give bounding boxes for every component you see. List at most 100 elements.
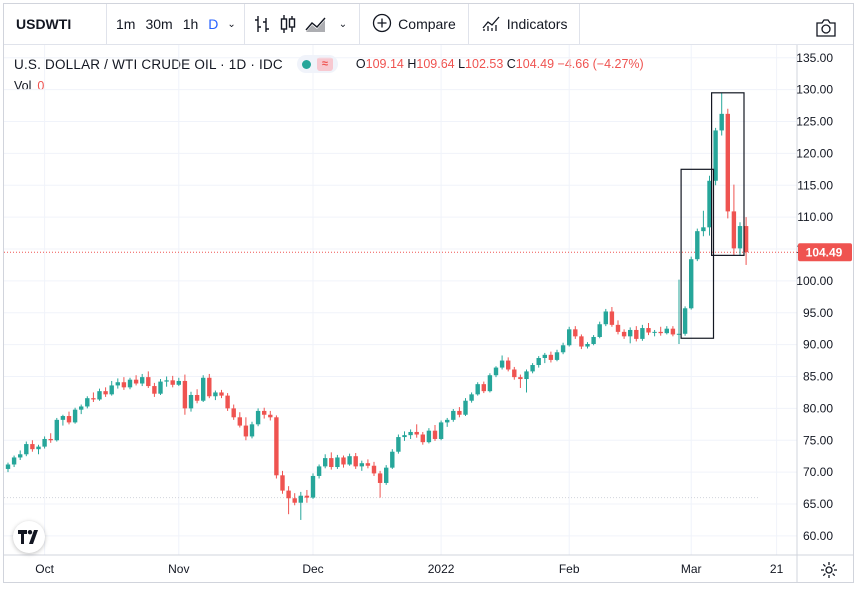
- candle-body[interactable]: [579, 336, 584, 347]
- candle-body[interactable]: [451, 410, 456, 420]
- candle-body[interactable]: [237, 417, 242, 426]
- candle-body[interactable]: [390, 451, 395, 468]
- candle-body[interactable]: [591, 336, 596, 344]
- candle-body[interactable]: [91, 398, 96, 400]
- candle-body[interactable]: [713, 130, 718, 181]
- candle-body[interactable]: [213, 392, 218, 397]
- candle-body[interactable]: [408, 431, 413, 436]
- candle-body[interactable]: [414, 431, 419, 435]
- candle-body[interactable]: [72, 409, 78, 423]
- candle-body[interactable]: [737, 226, 743, 249]
- candle-body[interactable]: [109, 385, 114, 395]
- candle-body[interactable]: [682, 308, 688, 334]
- candle-body[interactable]: [676, 333, 682, 335]
- candle-body[interactable]: [524, 371, 529, 380]
- candle-body[interactable]: [341, 457, 346, 465]
- candle-body[interactable]: [182, 380, 188, 409]
- candle-body[interactable]: [512, 369, 517, 378]
- camera-icon[interactable]: [809, 8, 843, 48]
- candle-body[interactable]: [701, 227, 706, 232]
- area-style-icon[interactable]: [305, 14, 327, 34]
- candle-body[interactable]: [493, 367, 499, 376]
- candle-body[interactable]: [329, 458, 334, 468]
- settings-gear-icon[interactable]: [820, 561, 838, 584]
- candle-body[interactable]: [140, 377, 145, 384]
- candle-body[interactable]: [30, 444, 35, 450]
- candle-body[interactable]: [36, 446, 41, 450]
- candle-body[interactable]: [274, 417, 279, 476]
- candle-body[interactable]: [567, 329, 572, 346]
- candle-body[interactable]: [603, 311, 608, 325]
- candle-body[interactable]: [646, 328, 651, 333]
- candle-body[interactable]: [316, 466, 322, 476]
- candle-body[interactable]: [24, 444, 29, 455]
- candle-body[interactable]: [97, 391, 102, 400]
- candle-body[interactable]: [670, 328, 676, 335]
- candle-body[interactable]: [85, 398, 90, 407]
- candle-body[interactable]: [158, 381, 163, 394]
- candle-body[interactable]: [597, 324, 602, 337]
- candle-body[interactable]: [426, 430, 432, 443]
- candle-body[interactable]: [335, 457, 340, 468]
- chart-style-dropdown-icon[interactable]: ⌄: [338, 18, 348, 30]
- candle-body[interactable]: [201, 377, 206, 401]
- candle-body[interactable]: [359, 463, 364, 467]
- candle-body[interactable]: [323, 458, 328, 467]
- candle-body[interactable]: [152, 386, 157, 394]
- symbol-search-button[interactable]: USDWTI: [16, 16, 72, 32]
- candle-body[interactable]: [560, 345, 566, 353]
- candle-body[interactable]: [689, 259, 694, 309]
- candle-body[interactable]: [518, 377, 523, 380]
- candle-body[interactable]: [243, 425, 249, 437]
- candle-body[interactable]: [11, 457, 17, 465]
- interval-1d[interactable]: D: [208, 16, 219, 32]
- candle-style-icon[interactable]: [279, 14, 297, 34]
- candle-body[interactable]: [5, 464, 11, 469]
- candle-body[interactable]: [249, 424, 255, 437]
- candle-body[interactable]: [707, 180, 712, 228]
- candle-body[interactable]: [499, 360, 505, 368]
- compare-button[interactable]: Compare: [360, 4, 468, 44]
- candle-body[interactable]: [542, 354, 547, 359]
- candle-body[interactable]: [115, 382, 120, 386]
- candle-body[interactable]: [286, 490, 291, 499]
- candle-body[interactable]: [48, 438, 53, 441]
- candle-body[interactable]: [170, 380, 175, 385]
- candle-body[interactable]: [621, 331, 627, 337]
- candle-body[interactable]: [731, 211, 737, 249]
- candle-body[interactable]: [695, 231, 700, 260]
- candle-body[interactable]: [371, 465, 377, 474]
- candle-body[interactable]: [304, 495, 310, 498]
- candle-body[interactable]: [628, 329, 633, 337]
- candle-body[interactable]: [54, 419, 59, 441]
- candle-body[interactable]: [262, 410, 267, 415]
- candle-body[interactable]: [652, 331, 657, 333]
- candle-body[interactable]: [548, 354, 554, 360]
- interval-1m[interactable]: 1m: [116, 16, 136, 32]
- candle-body[interactable]: [225, 395, 230, 409]
- annotation-rectangle[interactable]: [680, 168, 715, 339]
- candle-body[interactable]: [18, 454, 23, 458]
- candle-body[interactable]: [475, 384, 480, 395]
- candle-body[interactable]: [609, 311, 615, 325]
- candle-body[interactable]: [634, 329, 639, 339]
- candle-body[interactable]: [60, 416, 66, 420]
- bar-style-icon[interactable]: [253, 14, 271, 34]
- candle-body[interactable]: [353, 456, 358, 467]
- candle-body[interactable]: [146, 377, 151, 387]
- candle-body[interactable]: [585, 343, 590, 347]
- candle-body[interactable]: [743, 226, 749, 253]
- candle-body[interactable]: [402, 435, 407, 438]
- interval-1h[interactable]: 1h: [182, 16, 199, 32]
- candle-body[interactable]: [719, 113, 724, 131]
- candle-body[interactable]: [469, 394, 474, 401]
- candle-body[interactable]: [457, 410, 462, 415]
- candle-body[interactable]: [268, 414, 273, 418]
- candle-body[interactable]: [103, 391, 108, 395]
- candle-body[interactable]: [127, 379, 133, 388]
- candle-body[interactable]: [377, 473, 383, 483]
- candle-body[interactable]: [66, 416, 72, 423]
- candle-body[interactable]: [42, 438, 47, 447]
- tradingview-logo-icon[interactable]: [13, 521, 45, 553]
